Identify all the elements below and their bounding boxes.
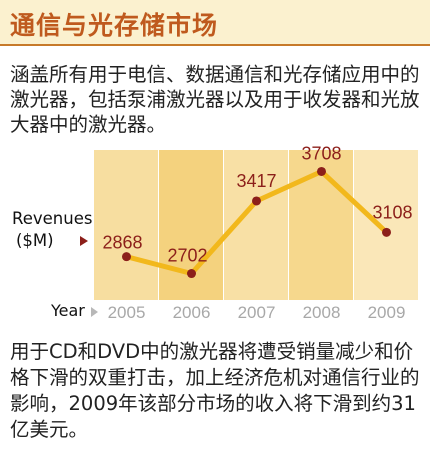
data-point-2005 xyxy=(122,252,131,262)
x-axis-pointer-icon xyxy=(91,307,98,317)
y-axis-pointer-icon xyxy=(80,236,88,246)
x-tick-label-2009: 2009 xyxy=(368,303,406,322)
data-point-2009 xyxy=(382,227,391,237)
body-paragraph: 用于CD和DVD中的激光器将遭受销量减少和价格下滑的双重打击，加上经济危机对通信… xyxy=(10,340,420,441)
value-label-2009: 3108 xyxy=(372,202,412,222)
x-tick-label-2005: 2005 xyxy=(108,303,146,322)
year-band-2005 xyxy=(94,150,158,300)
year-band-2009 xyxy=(354,150,418,300)
x-tick-label-2007: 2007 xyxy=(238,303,276,322)
y-axis-label-line2: ($M) xyxy=(16,231,54,250)
data-point-2006 xyxy=(187,269,196,279)
value-label-2005: 2868 xyxy=(102,233,142,253)
intro-paragraph: 涵盖所有用于电信、数据通信和光存储应用中的激光器，包括泵浦激光器以及用于收发器和… xyxy=(10,63,420,136)
value-label-2008: 3708 xyxy=(301,143,341,163)
value-label-2006: 2702 xyxy=(167,246,207,266)
header-banner: 通信与光存储市场 xyxy=(0,0,430,44)
x-axis-label: Year xyxy=(51,301,85,320)
x-tick-label-2008: 2008 xyxy=(303,303,341,322)
header-divider xyxy=(0,44,430,46)
y-axis-label-line1: Revenues xyxy=(12,209,93,228)
value-label-2007: 3417 xyxy=(236,171,276,191)
revenue-line-chart: 2868 2702 3417 3708 3108 2005 2006 2007 2008 200… xyxy=(94,143,418,322)
page-title: 通信与光存储市场 xyxy=(10,11,219,40)
data-point-2008 xyxy=(317,166,326,176)
data-point-2007 xyxy=(252,196,261,206)
x-tick-label-2006: 2006 xyxy=(173,303,211,322)
